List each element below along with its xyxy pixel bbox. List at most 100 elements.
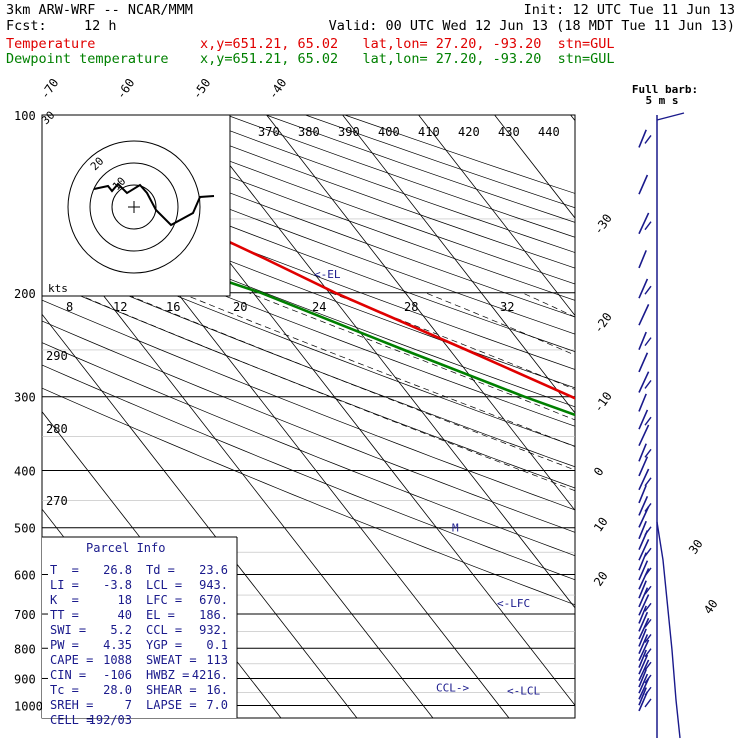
wind-barb-flag bbox=[644, 285, 652, 295]
dry-adiabat bbox=[42, 185, 575, 389]
barb-legend-unit: 5 m s bbox=[645, 94, 678, 107]
dry-adiabat bbox=[42, 364, 575, 581]
wind-barb bbox=[638, 687, 647, 706]
pressure-tick-label: 800 bbox=[14, 642, 36, 656]
wind-barb bbox=[638, 443, 647, 462]
speed-tick-label: 32 bbox=[500, 300, 514, 314]
dry-adiabat bbox=[42, 221, 575, 427]
isotherm-label: -50 bbox=[190, 76, 214, 102]
barb-legend-title: Full barb: bbox=[632, 83, 698, 96]
wind-barb bbox=[638, 495, 649, 516]
isotherm-label: -10 bbox=[591, 389, 615, 415]
dry-adiabat bbox=[226, 115, 575, 238]
dry-adiabat bbox=[344, 115, 575, 194]
hodograph-ring bbox=[89, 162, 179, 252]
parcel-value: 7 bbox=[125, 698, 132, 712]
parcel-label: LFC = bbox=[146, 593, 182, 607]
wind-barb bbox=[638, 456, 649, 477]
parcel-value: 26.8 bbox=[103, 563, 132, 577]
wind-barb bbox=[638, 331, 647, 350]
wind-barb bbox=[638, 371, 650, 393]
theta-left-label: 270 bbox=[46, 494, 68, 508]
isotherm-label: -20 bbox=[591, 310, 615, 336]
pressure-tick-label: 900 bbox=[14, 672, 36, 686]
wind-barb bbox=[638, 659, 650, 682]
sounding-profiles bbox=[42, 119, 575, 417]
parcel-value: -3.8 bbox=[103, 578, 132, 592]
wind-barb bbox=[638, 409, 649, 430]
parcel-value: -106 bbox=[103, 668, 132, 682]
parcel-box-bg bbox=[42, 537, 237, 718]
isotherm-line bbox=[42, 216, 434, 718]
isotherm-label: -40 bbox=[266, 76, 290, 102]
wind-barb-flag bbox=[644, 477, 652, 487]
isotherm-label: 40 bbox=[701, 597, 721, 617]
parcel-value: 7.0 bbox=[206, 698, 228, 712]
parcel-label: LAPSE = bbox=[146, 698, 197, 712]
parcel-label: T = bbox=[50, 563, 79, 577]
parcel-label: CELL = bbox=[50, 713, 93, 727]
speed-tick-label: 8 bbox=[66, 300, 73, 314]
parcel-label: YGP = bbox=[146, 638, 182, 652]
parcel-info-box: Parcel Info T = 26.8 Td = 23.6 LI = -3.8 LCL = 9… bbox=[42, 536, 238, 727]
parcel-label: CCL = bbox=[146, 623, 182, 637]
wind-barb bbox=[638, 617, 650, 640]
parcel-value: 23.6 bbox=[199, 563, 228, 577]
isotherm-label: 0 bbox=[591, 465, 607, 479]
wind-barb bbox=[638, 634, 649, 655]
isotherm-label: 20 bbox=[591, 569, 611, 589]
hodograph-ring bbox=[67, 140, 201, 274]
theta-left-label: 290 bbox=[46, 349, 68, 363]
dry-adiabat bbox=[42, 168, 575, 370]
init-time: Init: 12 UTC Tue 11 Jun 13 bbox=[523, 2, 735, 18]
isotherm-line bbox=[190, 115, 575, 609]
speed-tick-label: 24 bbox=[312, 300, 326, 314]
m-marker: M bbox=[452, 522, 459, 535]
wind-barb-flag bbox=[644, 648, 652, 658]
moist-adiabat bbox=[179, 292, 575, 447]
theta-label: 410 bbox=[418, 125, 440, 139]
model-title: 3km ARW-WRF -- NCAR/MMM bbox=[6, 2, 193, 18]
hodograph-frame bbox=[41, 114, 231, 297]
moist-adiabat bbox=[522, 292, 575, 318]
wind-barb bbox=[638, 611, 649, 632]
wind-barb bbox=[638, 580, 647, 599]
dry-adiabat bbox=[42, 279, 575, 489]
isotherm-line bbox=[494, 115, 575, 219]
parcel-value: 192/03 bbox=[89, 713, 132, 727]
isotherm-line bbox=[342, 115, 575, 414]
wind-barb bbox=[638, 530, 649, 551]
parcel-value: 40 bbox=[118, 608, 132, 622]
dry-adiabat bbox=[42, 299, 575, 511]
dry-adiabat bbox=[42, 320, 575, 533]
temperature-profile bbox=[42, 119, 575, 400]
moist-adiabat bbox=[248, 292, 575, 421]
speed-tick-label: 12 bbox=[113, 300, 127, 314]
isotherm-line bbox=[266, 115, 575, 512]
pressure-tick-label: 600 bbox=[14, 568, 36, 582]
wind-barb bbox=[638, 352, 649, 373]
wind-barb bbox=[638, 552, 647, 571]
isotherm-line bbox=[647, 115, 740, 718]
pressure-tick-label: 1000 bbox=[14, 699, 43, 713]
pressure-tick-label: 100 bbox=[14, 109, 36, 123]
wind-barb-flag bbox=[644, 634, 652, 643]
parcel-value: 670. bbox=[199, 593, 228, 607]
wind-barb bbox=[638, 568, 650, 590]
wind-barb bbox=[638, 639, 650, 662]
parcel-value: 28.0 bbox=[103, 683, 132, 697]
parcel-value: 1088 bbox=[103, 653, 132, 667]
wind-barb bbox=[638, 673, 649, 694]
isotherm-label: -70 bbox=[38, 76, 62, 102]
wind-barb bbox=[638, 393, 647, 412]
moist-adiabat bbox=[122, 292, 575, 471]
parcel-label: Tc = bbox=[50, 683, 79, 697]
forecast-label: Fcst: bbox=[6, 18, 47, 34]
parcel-label: PW = bbox=[50, 638, 79, 652]
wind-barb-flag bbox=[644, 448, 652, 458]
dry-adiabat bbox=[42, 342, 575, 557]
theta-left-label: 280 bbox=[46, 422, 68, 436]
wind-barb bbox=[638, 587, 649, 608]
parcel-info-title: Parcel Info bbox=[86, 541, 165, 555]
wind-barb bbox=[638, 304, 650, 326]
